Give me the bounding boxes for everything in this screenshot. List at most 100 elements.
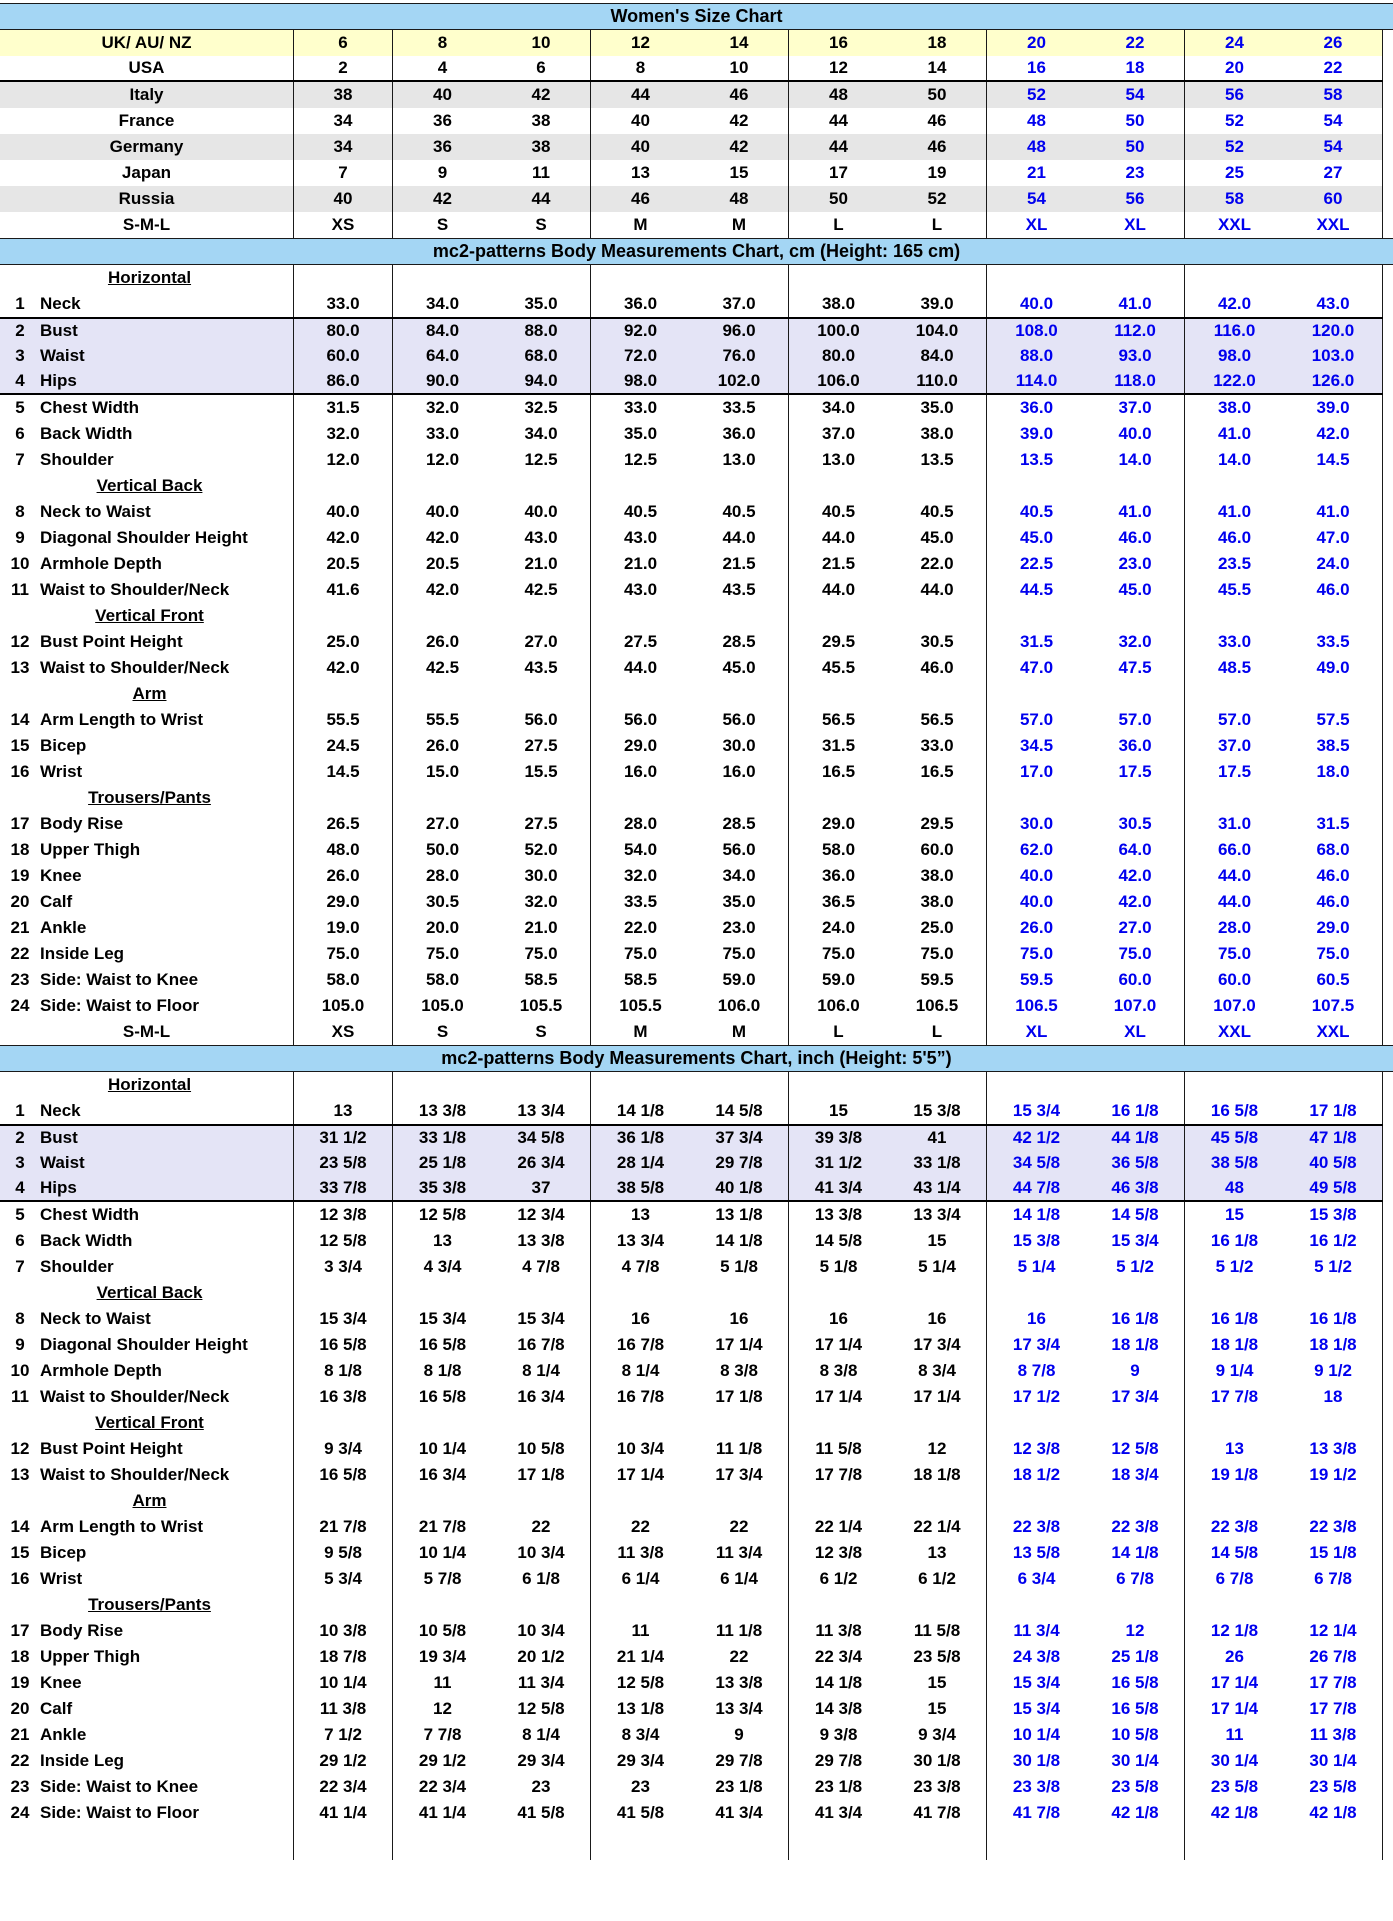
value-cell — [1284, 473, 1383, 499]
value-cell: 16.5 — [888, 759, 987, 785]
value-cell: 75.0 — [690, 941, 789, 967]
value-cell: 22 3/8 — [1284, 1514, 1383, 1540]
value-cell: 56.0 — [690, 707, 789, 733]
value-cell: 37.0 — [1086, 395, 1185, 421]
value-cell: 5 1/2 — [1284, 1254, 1383, 1280]
value-cell: 42 — [690, 108, 789, 134]
value-cell: 41 3/4 — [814, 1178, 863, 1197]
value-cell — [294, 1280, 393, 1306]
value-cell — [591, 603, 690, 629]
row-label: 15 Bicep — [0, 1540, 294, 1566]
value-cell: 11 1/8 — [690, 1618, 789, 1644]
table-row: 13 Waist to Shoulder/Neck 16 5/8 16 3/4 17 1… — [0, 1462, 1383, 1488]
row-label — [0, 1826, 294, 1860]
value-cell: 48 — [1027, 137, 1046, 156]
value-cell: 43 1/4 — [888, 1176, 987, 1200]
value-cell: 49 5/8 — [1284, 1176, 1383, 1200]
value-cell: 21 — [1027, 163, 1046, 182]
value-cell: 75.0 — [492, 941, 591, 967]
value-cell: 46 3/8 — [1086, 1176, 1185, 1200]
value-cell: 40.0 — [1019, 294, 1054, 313]
inch-measurements-table: Horizontal 1 Neck 13 13 3/8 13 3/4 14 1/8 14 5/… — [0, 1072, 1393, 1826]
value-cell: 106.5 — [1015, 996, 1058, 1015]
section-label: Vertical Back — [0, 473, 294, 499]
table-row: 20 Calf 29.0 30.5 32.0 33.5 35.0 36.5 38.0 40.0 42… — [0, 889, 1383, 915]
row-label: 24 Side: Waist to Floor — [0, 993, 294, 1019]
row-label: 12 Bust Point Height — [0, 629, 294, 655]
value-cell: 17 1/4 — [690, 1332, 789, 1358]
table-row: 8 Neck to Waist 40.0 40.0 40.0 40.5 40.5 40.5 40… — [0, 499, 1383, 525]
value-cell: 34 — [294, 134, 393, 160]
value-cell: 29.5 — [888, 811, 987, 837]
value-cell — [591, 1280, 690, 1306]
value-cell: 8 1/8 — [423, 1361, 462, 1380]
value-cell: 19 1/2 — [1284, 1462, 1383, 1488]
value-cell: 19 3/4 — [418, 1647, 467, 1666]
value-cell: 16 3/4 — [418, 1465, 467, 1484]
value-cell: 23 5/8 — [1210, 1777, 1259, 1796]
value-cell: 8 — [635, 58, 646, 77]
value-cell: 26.5 — [294, 811, 393, 837]
value-cell: 9 — [1086, 1358, 1185, 1384]
value-cell: 13 3/8 — [492, 1228, 591, 1254]
value-cell: 46.0 — [1217, 528, 1252, 547]
value-cell: 11 — [492, 160, 591, 186]
value-cell: 12 3/8 — [1012, 1439, 1061, 1458]
value-cell: 48 — [829, 85, 848, 104]
value-cell: 10 5/8 — [492, 1436, 591, 1462]
value-cell: 32.0 — [1086, 629, 1185, 655]
value-cell: 3 3/4 — [294, 1254, 393, 1280]
value-cell: 84.0 — [425, 321, 460, 340]
row-label: 18 Upper Thigh — [0, 1644, 294, 1670]
value-cell — [1284, 1280, 1383, 1306]
section-header-row: Arm — [0, 681, 1383, 707]
value-cell: 106.5 — [888, 993, 987, 1019]
value-cell: 75.0 — [1086, 941, 1185, 967]
value-cell: 46 — [690, 82, 789, 108]
section-label: Vertical Front — [0, 1410, 294, 1436]
value-cell — [987, 603, 1086, 629]
value-cell: 6 7/8 — [1284, 1566, 1383, 1592]
value-cell: 6 3/4 — [1017, 1569, 1056, 1588]
value-cell: 41.0 — [1217, 502, 1252, 521]
table-row: Italy 38 40 42 44 46 48 50 52 54 56 58 — [0, 82, 1383, 108]
value-cell: 21 1/4 — [616, 1647, 665, 1666]
value-cell: 33 1/8 — [888, 1150, 987, 1176]
value-cell: 116.0 — [1213, 321, 1256, 340]
value-cell: 22 3/8 — [1210, 1517, 1259, 1536]
row-label: S-M-L — [0, 1019, 294, 1045]
value-cell: 104.0 — [888, 319, 987, 343]
value-cell — [888, 265, 987, 291]
value-cell: 30 1/8 — [888, 1748, 987, 1774]
value-cell: 86.0 — [294, 369, 393, 393]
value-cell: 28.0 — [425, 866, 460, 885]
value-cell: 12 5/8 — [492, 1696, 591, 1722]
value-cell: 54 — [1086, 82, 1185, 108]
value-cell — [789, 1488, 888, 1514]
value-cell — [492, 1592, 591, 1618]
value-cell: 12 3/4 — [492, 1202, 591, 1228]
value-cell: 29.5 — [821, 632, 856, 651]
value-cell: 58.0 — [821, 840, 856, 859]
section-label: Trousers/Pants — [0, 1592, 294, 1618]
value-cell — [789, 1592, 888, 1618]
value-cell: 42.0 — [1284, 421, 1383, 447]
value-cell: 26.0 — [425, 632, 460, 651]
value-cell: 17 1/4 — [1210, 1673, 1259, 1692]
value-cell: 9 3/8 — [819, 1725, 858, 1744]
value-cell: 38 — [492, 108, 591, 134]
value-cell — [591, 1826, 690, 1860]
value-cell: 120.0 — [1284, 319, 1383, 343]
value-cell: 21.0 — [623, 554, 658, 573]
value-cell — [393, 473, 492, 499]
value-cell: 6 7/8 — [1086, 1566, 1185, 1592]
value-cell: 30.5 — [425, 892, 460, 911]
value-cell: 15 3/4 — [294, 1306, 393, 1332]
value-cell: 27.5 — [623, 632, 658, 651]
table-row: 9 Diagonal Shoulder Height 16 5/8 16 5/8 16 … — [0, 1332, 1383, 1358]
value-cell: 42 — [433, 189, 452, 208]
value-cell: 17 1/4 — [814, 1387, 863, 1406]
value-cell — [591, 1592, 690, 1618]
value-cell — [492, 1072, 591, 1098]
value-cell: 17 1/8 — [492, 1462, 591, 1488]
